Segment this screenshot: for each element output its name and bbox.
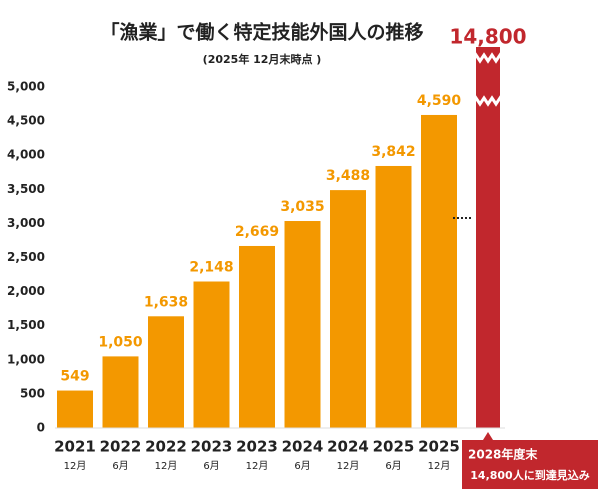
value-label: 2,669 [235, 224, 279, 240]
y-tick-label: 4,000 [7, 148, 45, 162]
value-label: 3,842 [371, 144, 415, 160]
bar [57, 390, 93, 428]
x-tick-label: 2023 [236, 438, 278, 456]
x-tick-sublabel: 6月 [112, 460, 128, 472]
value-label: 2,148 [189, 260, 233, 276]
x-tick-sublabel: 6月 [294, 460, 310, 472]
x-tick-sublabel: 6月 [385, 460, 401, 472]
bar [193, 281, 230, 428]
y-tick-label: 2,500 [7, 250, 45, 264]
axis-break [472, 95, 504, 107]
x-tick-sublabel: 12月 [64, 460, 87, 472]
x-tick-sublabel: 12月 [337, 460, 360, 472]
x-tick-label: 2023 [191, 438, 233, 456]
value-label: 4,590 [417, 93, 462, 109]
y-tick-label: 3,000 [7, 216, 45, 230]
bar [148, 316, 184, 428]
y-tick-label: 3,500 [7, 182, 45, 196]
value-label: 1,638 [144, 294, 188, 310]
x-tick-label: 2022 [100, 438, 142, 456]
value-label: 549 [60, 369, 89, 385]
y-tick-label: 4,500 [7, 114, 45, 128]
callout-box [462, 440, 598, 489]
bar [330, 190, 366, 428]
callout-text: 14,800人に到達見込み [470, 468, 589, 482]
bar [375, 165, 412, 429]
target-bar [476, 47, 500, 428]
x-tick-sublabel: 12月 [428, 460, 451, 472]
x-tick-sublabel: 6月 [203, 460, 219, 472]
y-tick-label: 5,000 [7, 80, 45, 94]
chart-subtitle: (2025年 12月末時点 ) [203, 52, 322, 66]
x-tick-label: 2022 [145, 438, 187, 456]
value-label: 3,035 [280, 199, 324, 215]
x-tick-sublabel: 12月 [246, 460, 269, 472]
value-label: 1,050 [98, 334, 143, 350]
bar [102, 356, 139, 428]
x-tick-label: 2024 [327, 438, 369, 456]
y-tick-label: 1,500 [7, 318, 45, 332]
y-tick-label: 500 [20, 386, 45, 400]
callout-text: 2028年度末 [468, 447, 538, 462]
callout-pointer [483, 432, 493, 440]
y-tick-label: 0 [37, 421, 45, 435]
value-label: 3,488 [326, 168, 370, 184]
x-tick-label: 2025 [418, 438, 460, 456]
x-tick-label: 2021 [54, 438, 96, 456]
bar [284, 221, 321, 428]
x-tick-sublabel: 12月 [155, 460, 178, 472]
bar [421, 114, 457, 428]
x-tick-label: 2024 [282, 438, 324, 456]
target-label: 14,800 [449, 25, 526, 49]
y-tick-label: 1,000 [7, 352, 45, 366]
chart-title: 「漁業」で働く特定技能外国人の推移 [100, 21, 423, 44]
bar [239, 245, 275, 428]
y-tick-label: 2,000 [7, 284, 45, 298]
x-tick-label: 2025 [373, 438, 415, 456]
axis-break [472, 52, 504, 64]
